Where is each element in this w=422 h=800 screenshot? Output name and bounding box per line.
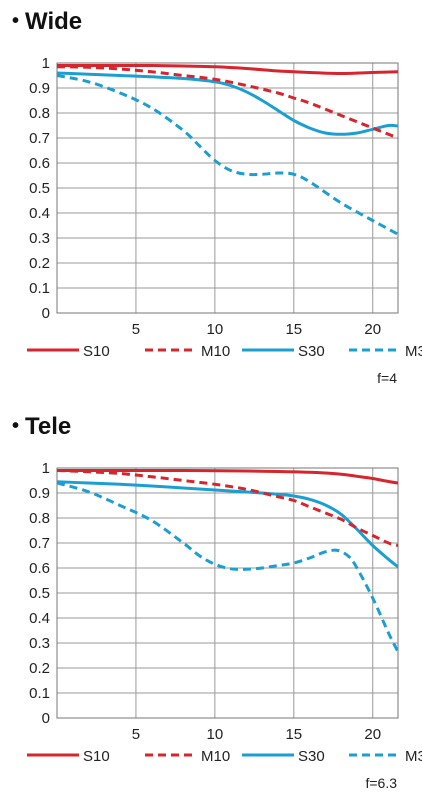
x-tick-label: 20 [364, 321, 381, 338]
series-line-m10 [57, 469, 398, 547]
chart-title-tele: • Tele [12, 413, 71, 441]
y-tick-label: 0.9 [29, 485, 50, 502]
y-tick-label: 1 [42, 460, 50, 477]
x-tick-label: 15 [285, 321, 302, 338]
bullet-icon: • [12, 10, 20, 32]
legend-label-m30: M30 [405, 343, 422, 360]
series-line-s10 [57, 468, 398, 485]
x-tick-label: 10 [207, 726, 224, 743]
y-tick-label: 0.2 [29, 255, 50, 272]
y-tick-label: 0.5 [29, 180, 50, 197]
legend-label-s30: S30 [298, 748, 325, 765]
y-tick-label: 0.6 [29, 560, 50, 577]
x-tick-label: 10 [207, 321, 224, 338]
y-tick-label: 0.8 [29, 510, 50, 527]
legend-label-s10: S10 [83, 748, 110, 765]
y-tick-label: 0.7 [29, 130, 50, 147]
y-tick-label: 0.1 [29, 280, 50, 297]
y-tick-label: 0.3 [29, 230, 50, 247]
series-line-s10 [57, 63, 398, 76]
y-tick-label: 0.4 [29, 610, 50, 627]
series-line-m30 [57, 481, 398, 653]
series-line-s30 [57, 71, 398, 136]
x-tick-label: 15 [285, 726, 302, 743]
x-tick-label: 5 [132, 726, 140, 743]
chart-panel-wide: • Wide 0 0.1 0.2 0.3 0.4 0.5 0.6 0.7 0.8 0.9 1 5 10 15… [12, 8, 422, 386]
y-tick-label: 0.1 [29, 685, 50, 702]
aperture-annotation: f=4 [377, 370, 397, 386]
y-tick-label: 0.2 [29, 660, 50, 677]
y-tick-label: 0 [42, 710, 50, 727]
grid [57, 467, 398, 718]
y-tick-label: 1 [42, 55, 50, 72]
x-tick-label: 20 [364, 726, 381, 743]
grid [57, 62, 398, 313]
y-tick-label: 0.5 [29, 585, 50, 602]
plot-frame [56, 62, 399, 314]
chart-title-wide: • Wide [12, 8, 82, 36]
series-line-m30 [57, 74, 398, 236]
series-line-m10 [57, 65, 398, 140]
bullet-icon: • [12, 415, 20, 437]
chart-title-text: Tele [25, 413, 72, 440]
y-tick-label: 0.7 [29, 535, 50, 552]
series-line-s30 [57, 480, 398, 568]
chart-panel-tele: • Tele 0 0.1 0.2 0.3 0.4 0.5 0.6 0.7 0.8 0.9 1 5 10 15… [0, 405, 422, 800]
y-tick-label: 0 [42, 305, 50, 322]
legend-label-m10: M10 [201, 748, 230, 765]
legend-label-m10: M10 [201, 343, 230, 360]
y-tick-label: 0.3 [29, 635, 50, 652]
legend-label-s10: S10 [83, 343, 110, 360]
y-tick-label: 0.8 [29, 105, 50, 122]
y-tick-label: 0.4 [29, 205, 50, 222]
x-tick-label: 5 [132, 321, 140, 338]
legend-label-s30: S30 [298, 343, 325, 360]
y-tick-label: 0.6 [29, 155, 50, 172]
aperture-annotation: f=6.3 [365, 775, 397, 791]
y-tick-label: 0.9 [29, 80, 50, 97]
legend-label-m30: M30 [405, 748, 422, 765]
chart-title-text: Wide [25, 8, 83, 35]
plot-frame [56, 467, 399, 719]
